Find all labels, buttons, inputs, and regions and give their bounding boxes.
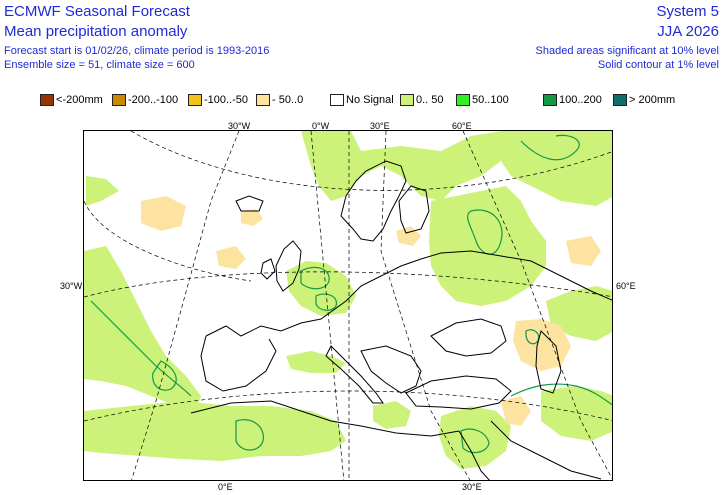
anomaly-area-north-atlantic-central	[241, 209, 263, 226]
anomaly-area-greenland	[501, 131, 612, 206]
legend-swatch	[330, 94, 344, 106]
contour-note: Solid contour at 1% level	[597, 59, 719, 71]
contour-line	[90, 300, 192, 397]
legend-label: No Signal	[346, 94, 394, 106]
anomaly-area-aegean	[373, 401, 411, 429]
anomaly-area-russia-west	[429, 186, 546, 306]
anomaly-area-russia-south	[566, 236, 601, 266]
anomaly-area-mediterranean	[286, 351, 346, 373]
coastline-scandinavia	[340, 160, 407, 242]
graticule-line	[310, 131, 345, 480]
anomaly-area-iberia-north	[216, 246, 246, 269]
coastline-black-sea	[430, 318, 507, 357]
anomaly-area-caspian	[546, 286, 612, 341]
coastline-finland	[398, 185, 430, 234]
legend-label: -200..-100	[128, 94, 179, 106]
legend-label: 100..200	[559, 94, 602, 106]
contour-line	[300, 266, 330, 290]
legend-item: 0.. 50	[400, 92, 444, 108]
graticule-line	[84, 271, 612, 298]
graticule-line	[380, 131, 471, 480]
coastline-iceland	[235, 195, 264, 212]
graticule-label-left: 30°W	[60, 281, 83, 291]
legend-item: 100..200	[543, 92, 602, 108]
legend-label: - 50..0	[272, 94, 304, 106]
coastline-ireland	[260, 258, 276, 280]
graticule-line	[84, 200, 252, 282]
legend-item: <-200mm	[40, 92, 103, 108]
contour-line	[235, 419, 264, 451]
legend-item: No Signal	[330, 92, 394, 108]
anomaly-area-atlantic-mid	[141, 196, 186, 231]
legend-swatch	[188, 94, 202, 106]
anomaly-area-north-africa	[84, 401, 346, 461]
coastline-iberia	[200, 335, 277, 392]
legend-label: 0.. 50	[416, 94, 444, 106]
significance-note: Shaded areas significant at 10% level	[535, 45, 719, 57]
anomaly-area-atlantic-north	[86, 176, 119, 206]
legend-swatch	[613, 94, 627, 106]
legend-label: > 200mm	[629, 94, 676, 106]
anomaly-area-south-east	[541, 386, 612, 441]
coastline-europe	[205, 250, 612, 337]
graticule-label-top: 60°E	[452, 121, 472, 131]
coastline-turkey	[405, 375, 512, 410]
legend-swatch	[256, 94, 270, 106]
anomaly-area-black-sea-east	[513, 319, 571, 371]
graticule-label-bottom: 0°E	[218, 482, 233, 492]
coastline-balkans	[360, 345, 422, 394]
graticule-line	[131, 131, 240, 480]
graticule-label-top: 30°W	[228, 121, 251, 131]
anomaly-map: .pos path { fill:#ccf27a; stroke:none; }…	[83, 130, 613, 481]
coastline-uk	[275, 240, 302, 292]
coastline-north-africa	[190, 400, 460, 437]
legend-item: 50..100	[456, 92, 509, 108]
coastline-italy	[325, 345, 384, 404]
anomaly-area-mid-europe	[396, 226, 421, 246]
graticule-label-right: 60°E	[616, 281, 636, 291]
legend-item: > 200mm	[613, 92, 675, 108]
contour-line	[520, 134, 580, 161]
legend-swatch	[40, 94, 54, 106]
legend-swatch	[543, 94, 557, 106]
chart-title: ECMWF Seasonal Forecast	[4, 3, 190, 20]
system-label: System 5	[656, 3, 719, 20]
contour-line	[460, 428, 490, 454]
legend-item: - 50..0	[256, 92, 303, 108]
graticule-label-top: 0°W	[312, 121, 330, 131]
coastline-caspian	[535, 330, 562, 394]
legend-swatch	[112, 94, 126, 106]
legend-swatch	[400, 94, 414, 106]
graticule	[84, 131, 612, 480]
legend-label: <-200mm	[56, 94, 103, 106]
graticule-label-top: 30°E	[370, 121, 390, 131]
legend-label: -100..-50	[204, 94, 249, 106]
contour-line	[315, 293, 338, 311]
legend-item: -200..-100	[112, 92, 178, 108]
graticule-label-bottom: 30°E	[462, 482, 482, 492]
chart-subtitle: Mean precipitation anomaly	[4, 23, 188, 40]
coastline-red-sea	[458, 430, 490, 480]
forecast-start-text: Forecast start is 01/02/26, climate peri…	[4, 45, 270, 57]
coastlines	[190, 160, 612, 480]
contour-line	[152, 360, 177, 391]
anomaly-area-atlantic-west	[84, 246, 201, 411]
coastline-arabia	[490, 420, 602, 480]
graticule-line	[130, 131, 612, 191]
anomaly-area-middle-east	[439, 406, 511, 469]
ensemble-size-text: Ensemble size = 51, climate size = 600	[4, 59, 195, 71]
graticule-line	[84, 390, 612, 422]
positive-anomaly-areas	[84, 131, 612, 469]
legend-item: -100..-50	[188, 92, 248, 108]
season-label: JJA 2026	[657, 23, 719, 40]
legend-swatch	[456, 94, 470, 106]
contour-line	[510, 383, 612, 406]
map-canvas	[84, 131, 612, 480]
legend-label: 50..100	[472, 94, 509, 106]
